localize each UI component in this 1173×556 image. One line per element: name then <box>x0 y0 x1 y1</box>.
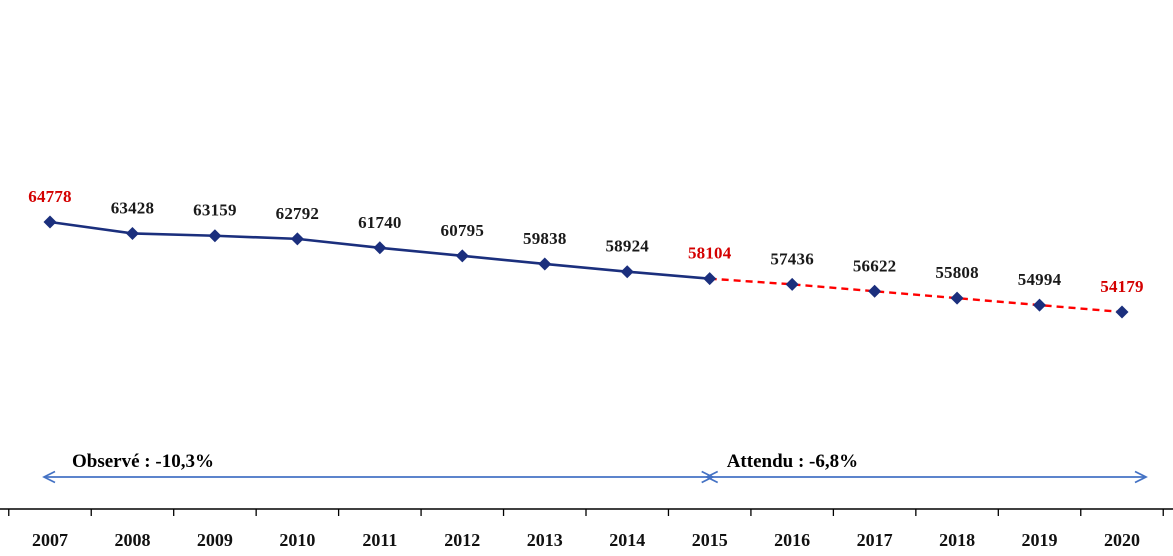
data-point-2015 <box>703 272 717 286</box>
x-axis-label-2010: 2010 <box>279 530 315 550</box>
observed-span-arrow <box>42 470 715 484</box>
data-point-2014 <box>620 265 634 279</box>
expected-span-arrow <box>704 470 1148 484</box>
data-label-2018: 55808 <box>935 263 979 282</box>
data-point-2009 <box>208 229 222 243</box>
data-point-2018 <box>950 291 964 305</box>
x-axis-label-2012: 2012 <box>444 530 480 550</box>
data-point-2016 <box>785 277 799 291</box>
x-axis-label-2020: 2020 <box>1104 530 1140 550</box>
data-label-2019: 54994 <box>1018 270 1062 289</box>
data-label-2013: 59838 <box>523 229 567 248</box>
x-axis-label-2014: 2014 <box>609 530 645 550</box>
data-label-2010: 62792 <box>276 204 320 223</box>
data-label-2012: 60795 <box>441 221 485 240</box>
x-axis-label-2018: 2018 <box>939 530 975 550</box>
data-point-2012 <box>455 249 469 263</box>
x-axis-label-2008: 2008 <box>114 530 150 550</box>
x-axis-label-2009: 2009 <box>197 530 233 550</box>
data-point-2013 <box>538 257 552 271</box>
expected-annotation: Attendu : -6,8% <box>727 451 858 472</box>
x-axis-label-2011: 2011 <box>362 530 397 550</box>
observed-annotation: Observé : -10,3% <box>72 451 214 472</box>
data-label-2015: 58104 <box>688 244 732 263</box>
data-label-2011: 61740 <box>358 213 402 232</box>
x-axis-label-2017: 2017 <box>857 530 893 550</box>
data-point-2019 <box>1033 298 1047 312</box>
data-label-2008: 63428 <box>111 198 155 217</box>
data-label-2014: 58924 <box>605 237 649 256</box>
x-axis-label-2016: 2016 <box>774 530 810 550</box>
data-label-2016: 57436 <box>770 249 814 268</box>
data-point-2011 <box>373 241 387 255</box>
data-label-2009: 63159 <box>193 201 237 220</box>
expected-line <box>709 277 1123 314</box>
data-point-2010 <box>290 232 304 246</box>
data-label-2017: 56622 <box>853 256 897 275</box>
data-point-2017 <box>868 284 882 298</box>
data-point-2007 <box>43 215 57 229</box>
data-point-2020 <box>1115 305 1129 319</box>
x-axis-label-2007: 2007 <box>32 530 68 550</box>
x-axis-label-2019: 2019 <box>1022 530 1058 550</box>
data-label-2020: 54179 <box>1100 277 1144 296</box>
data-point-2008 <box>125 226 139 240</box>
x-axis-label-2013: 2013 <box>527 530 563 550</box>
data-label-2007: 64778 <box>28 187 72 206</box>
x-axis-label-2015: 2015 <box>692 530 728 550</box>
